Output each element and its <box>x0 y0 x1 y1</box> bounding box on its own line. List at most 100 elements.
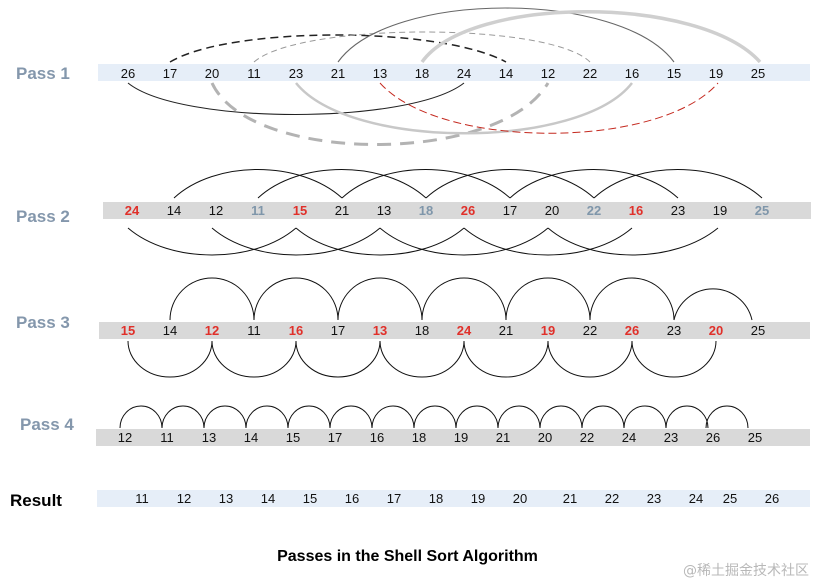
pass1-value: 20 <box>205 66 219 81</box>
pass2-value: 12 <box>209 203 223 218</box>
pass4-value: 22 <box>580 430 594 445</box>
pass2-bar <box>103 202 811 219</box>
pass4-arc <box>161 405 205 429</box>
pass4-arc <box>119 405 163 429</box>
pass3-arc <box>505 277 591 321</box>
pass3-arc <box>547 340 633 378</box>
pass2-value: 16 <box>629 203 643 218</box>
pass1-arc <box>379 82 719 134</box>
pass2-value: 15 <box>293 203 307 218</box>
result-value: 12 <box>177 491 191 506</box>
pass4-value: 14 <box>244 430 258 445</box>
pass2-value: 14 <box>167 203 181 218</box>
pass2-arc <box>425 169 595 199</box>
pass3-value: 13 <box>373 323 387 338</box>
pass3-value: 21 <box>499 323 513 338</box>
pass2-label: Pass 2 <box>16 207 70 226</box>
pass3-value: 25 <box>751 323 765 338</box>
result-value: 18 <box>429 491 443 506</box>
pass3-arc <box>421 277 507 321</box>
pass2-value: 11 <box>251 203 265 218</box>
pass3-value: 17 <box>331 323 345 338</box>
pass4-value: 11 <box>160 430 174 445</box>
result-value: 26 <box>765 491 779 506</box>
pass1-arc <box>127 82 465 116</box>
pass1-value: 25 <box>751 66 765 81</box>
pass2-value: 17 <box>503 203 517 218</box>
pass2-value: 18 <box>419 203 433 218</box>
result-value: 22 <box>605 491 619 506</box>
pass1-value: 18 <box>415 66 429 81</box>
pass1-arc <box>420 10 762 64</box>
pass1-bar <box>98 64 810 81</box>
pass4-value: 18 <box>412 430 426 445</box>
result-value: 25 <box>723 491 737 506</box>
pass1-label: Pass 1 <box>16 64 70 83</box>
pass2-arc <box>257 169 427 199</box>
pass3-arc <box>169 277 255 321</box>
pass2-value: 24 <box>125 203 140 218</box>
pass4-value: 13 <box>202 430 216 445</box>
pass3-value: 22 <box>583 323 597 338</box>
pass3-arc <box>589 277 675 321</box>
result-value: 23 <box>647 491 661 506</box>
result-value: 20 <box>513 491 527 506</box>
result-value: 24 <box>689 491 703 506</box>
pass4-arc <box>455 405 499 429</box>
pass1-arc <box>295 82 633 135</box>
result-value: 16 <box>345 491 359 506</box>
pass4-value: 15 <box>286 430 300 445</box>
pass2-arc <box>509 169 679 199</box>
pass2-value: 20 <box>545 203 559 218</box>
pass1-value: 21 <box>331 66 345 81</box>
pass3-value: 23 <box>667 323 681 338</box>
result-value: 21 <box>563 491 577 506</box>
pass3-arc <box>127 340 213 378</box>
pass2-arc <box>379 227 549 256</box>
pass1-value: 14 <box>499 66 513 81</box>
pass3-value: 26 <box>625 323 639 338</box>
pass4-label: Pass 4 <box>20 415 74 434</box>
pass2-arc <box>295 227 465 256</box>
pass3-arc <box>463 340 549 378</box>
pass2-value: 19 <box>713 203 727 218</box>
pass2-arc <box>173 169 343 199</box>
pass2-value: 25 <box>755 203 769 218</box>
result-label: Result <box>10 491 62 510</box>
pass3-value: 19 <box>541 323 555 338</box>
pass3-label: Pass 3 <box>16 313 70 332</box>
pass4-value: 26 <box>706 430 720 445</box>
result-value: 13 <box>219 491 233 506</box>
pass2-value: 23 <box>671 203 685 218</box>
pass2-value: 13 <box>377 203 391 218</box>
pass4-arc <box>287 405 331 429</box>
pass4-arc <box>245 405 289 429</box>
pass1-value: 19 <box>709 66 723 81</box>
pass1-value: 23 <box>289 66 303 81</box>
pass3-arc <box>253 277 339 321</box>
pass1-value: 12 <box>541 66 555 81</box>
pass4-value: 12 <box>118 430 132 445</box>
pass4-arc <box>581 405 625 429</box>
pass2-value: 22 <box>587 203 601 218</box>
pass4-arc <box>623 405 667 429</box>
pass3-arcs <box>127 277 753 378</box>
pass1-arc <box>253 31 591 63</box>
pass3-arc <box>295 340 381 378</box>
pass2-arcs <box>127 169 763 256</box>
result-value: 11 <box>135 491 149 506</box>
pass1-value: 17 <box>163 66 177 81</box>
pass3-value: 11 <box>247 323 261 338</box>
pass1-value: 26 <box>121 66 135 81</box>
pass2-value: 21 <box>335 203 349 218</box>
pass1-arcs <box>127 7 762 146</box>
pass4-value: 24 <box>622 430 636 445</box>
pass3-arc <box>337 277 423 321</box>
pass4-arc <box>413 405 457 429</box>
pass4-value: 17 <box>328 430 342 445</box>
pass3-arc <box>631 340 717 378</box>
pass1-value: 16 <box>625 66 639 81</box>
pass4-bar <box>96 429 810 446</box>
pass3-value: 14 <box>163 323 177 338</box>
